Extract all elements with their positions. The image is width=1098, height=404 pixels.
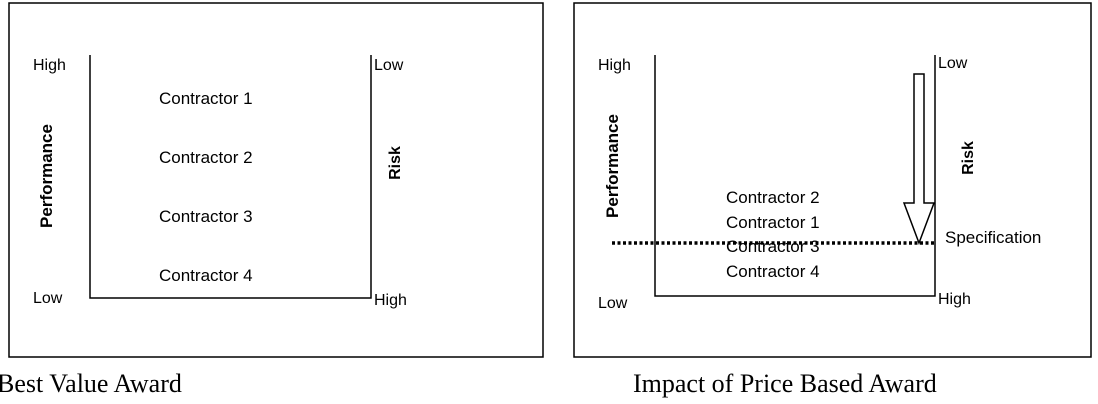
left-contractor-2: Contractor 2 (159, 148, 253, 167)
left-risk-axis-label: Risk (387, 146, 404, 180)
right-performance-axis-label: Performance (603, 114, 622, 218)
price-based-panel: High Low Low High Performance Risk Contr… (573, 2, 1092, 398)
right-risk-axis-label: Risk (960, 141, 977, 175)
right-top-right-label: Low (938, 55, 968, 72)
left-bottom-right-label: High (374, 292, 407, 309)
left-caption: Best Value Award (0, 369, 182, 398)
left-performance-axis-label: Performance (37, 124, 56, 228)
left-axes (89, 55, 372, 299)
right-top-left-label: High (598, 57, 631, 74)
left-contractor-3: Contractor 3 (159, 207, 253, 226)
left-top-left-label: High (33, 57, 66, 74)
right-contractor-2: Contractor 2 (726, 188, 820, 207)
downward-arrow (902, 73, 936, 246)
left-contractor-1: Contractor 1 (159, 89, 253, 108)
left-contractor-4: Contractor 4 (159, 266, 253, 285)
left-top-right-label: Low (374, 57, 404, 74)
right-bottom-right-label: High (938, 291, 971, 308)
specification-label: Specification (945, 228, 1041, 247)
right-caption: Impact of Price Based Award (633, 369, 937, 398)
right-contractor-3: Contractor 3 (726, 237, 820, 256)
left-bottom-left-label: Low (33, 290, 63, 307)
right-axes (654, 55, 936, 297)
right-contractor-4: Contractor 4 (726, 262, 820, 281)
best-value-panel: High Low Low High Performance Risk Contr… (0, 2, 544, 398)
left-panel-frame (8, 2, 544, 358)
right-bottom-left-label: Low (598, 295, 628, 312)
right-panel-frame (573, 2, 1092, 358)
right-contractor-1: Contractor 1 (726, 213, 820, 232)
